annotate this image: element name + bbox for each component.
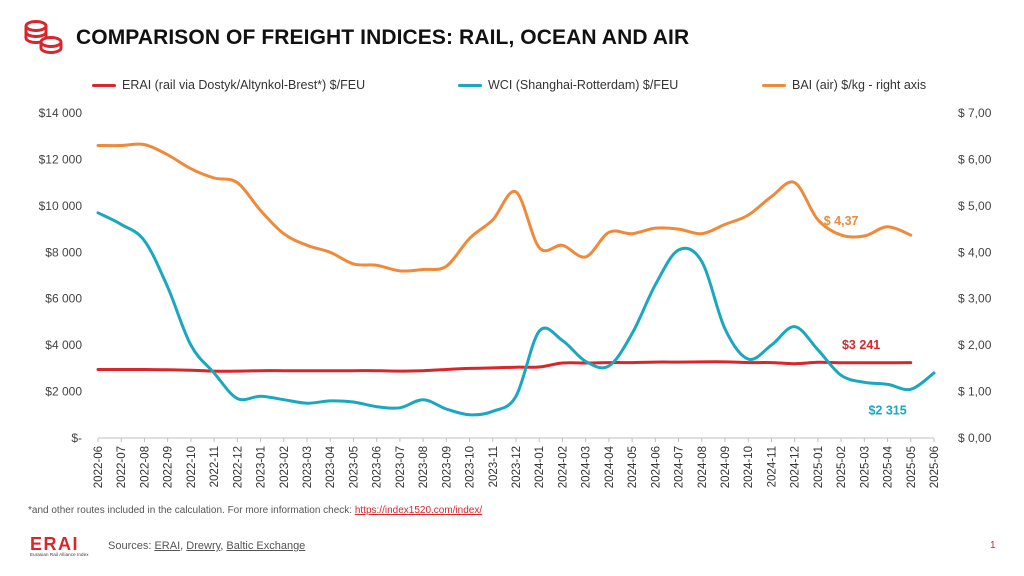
x-axis-tick-label: 2024-05 — [627, 446, 639, 488]
x-axis-tick-label: 2024-07 — [674, 446, 686, 488]
data-label-wci: $2 315 — [868, 403, 906, 417]
x-axis-tick-label: 2023-03 — [302, 446, 314, 488]
legend-item-bai: BAI (air) $/kg - right axis — [762, 78, 926, 92]
x-axis-tick-label: 2024-06 — [650, 446, 662, 488]
footnote-link[interactable]: https://index1520.com/index/ — [354, 505, 483, 516]
x-axis-tick-label: 2022-06 — [93, 446, 105, 488]
x-axis-tick-label: 2024-04 — [604, 445, 616, 488]
left-axis-tick-label: $2 000 — [45, 385, 82, 399]
legend-label-bai: BAI (air) $/kg - right axis — [792, 78, 927, 92]
left-axis-tick-label: $6 000 — [45, 292, 82, 306]
x-axis-tick-label: 2025-05 — [906, 446, 918, 488]
coins-icon — [24, 20, 63, 54]
right-axis-tick-label: $ 5,00 — [958, 199, 992, 213]
x-axis-tick-label: 2022-08 — [139, 446, 151, 488]
right-axis-tick-label: $ 1,00 — [958, 385, 992, 399]
right-axis-tick-label: $ 6,00 — [958, 152, 992, 166]
footnote-text: *and other routes included in the calcul… — [28, 505, 355, 516]
x-axis-tick-label: 2022-10 — [186, 446, 198, 488]
source-baltic-exchange[interactable]: Baltic Exchange — [226, 540, 306, 552]
source-drewry[interactable]: Drewry — [186, 540, 221, 552]
right-axis-tick-label: $ 7,00 — [958, 106, 992, 120]
left-axis-tick-label: $14 000 — [39, 106, 83, 120]
source-erai[interactable]: ERAI — [154, 540, 181, 552]
left-axis-tick-label: $10 000 — [39, 199, 83, 213]
right-axis-tick-label: $ 4,00 — [958, 245, 992, 259]
x-axis-tick-label: 2025-03 — [859, 446, 871, 488]
x-axis-tick-label: 2023-05 — [348, 446, 360, 488]
x-axis-tick-label: 2023-08 — [418, 446, 430, 488]
right-axis-tick-label: $ 0,00 — [958, 431, 992, 445]
x-axis-tick-label: 2022-11 — [209, 446, 221, 487]
left-axis-tick-label: $12 000 — [39, 152, 83, 166]
data-label-bai: $ 4,37 — [824, 214, 859, 228]
x-axis-tick-label: 2023-09 — [441, 446, 453, 488]
legend-swatch-wci — [458, 83, 482, 87]
series-line-wci — [96, 211, 936, 417]
left-axis-tick-label: $- — [71, 431, 82, 445]
page-number: 1 — [990, 540, 996, 551]
right-axis-tick-label: $ 3,00 — [958, 292, 992, 306]
series-line-bai — [96, 142, 913, 273]
logo-wordmark: ERAI — [30, 534, 80, 554]
x-axis-tick-label: 2023-06 — [372, 446, 384, 488]
x-axis-tick-label: 2022-12 — [232, 446, 244, 488]
x-axis-tick-label: 2024-02 — [557, 446, 569, 488]
x-axis-tick-label: 2023-10 — [465, 446, 477, 488]
x-axis-tick-label: 2024-10 — [743, 446, 755, 488]
footnote: *and other routes included in the calcul… — [28, 505, 482, 516]
x-axis-tick-label: 2025-06 — [929, 446, 941, 488]
x-axis-tick-label: 2024-08 — [697, 446, 709, 488]
x-axis-tick-label: 2023-01 — [256, 446, 268, 488]
title-row: COMPARISON OF FREIGHT INDICES: RAIL, OCE… — [22, 18, 689, 58]
series-line-erai — [96, 360, 913, 373]
x-axis-tick-label: 2024-01 — [534, 446, 546, 488]
x-axis-tick-label: 2023-12 — [511, 446, 523, 488]
legend-item-erai: ERAI (rail via Dostyk/Altynkol-Brest*) $… — [92, 78, 365, 92]
x-axis-tick-label: 2022-07 — [116, 446, 128, 488]
x-axis-tick-label: 2024-03 — [581, 446, 593, 488]
x-axis-tick-label: 2025-02 — [836, 446, 848, 488]
legend-item-wci: WCI (Shanghai-Rotterdam) $/FEU — [458, 78, 678, 92]
chart-title: COMPARISON OF FREIGHT INDICES: RAIL, OCE… — [76, 26, 690, 49]
sources: Sources: ERAI, Drewry, Baltic Exchange — [108, 540, 306, 552]
legend-label-wci: WCI (Shanghai-Rotterdam) $/FEU — [488, 78, 679, 92]
left-axis-tick-label: $8 000 — [45, 245, 82, 259]
data-label-erai: $3 241 — [842, 338, 880, 352]
legend-label-erai: ERAI (rail via Dostyk/Altynkol-Brest*) $… — [122, 78, 366, 92]
logo-subtitle: Eurasian Rail Alliance Index — [30, 552, 89, 557]
legend-swatch-erai — [92, 83, 116, 87]
left-axis-tick-label: $4 000 — [45, 338, 82, 352]
x-axis-tick-label: 2023-11 — [488, 446, 500, 487]
chart-legend: ERAI (rail via Dostyk/Altynkol-Brest*) $… — [0, 78, 1024, 96]
x-axis-tick-label: 2023-02 — [279, 446, 291, 488]
x-axis-tick-label: 2025-01 — [813, 446, 825, 488]
x-axis-tick-label: 2023-04 — [325, 445, 337, 488]
x-axis-tick-label: 2024-09 — [720, 446, 732, 488]
x-axis-tick-label: 2022-09 — [163, 446, 175, 488]
x-axis-tick-label: 2023-07 — [395, 446, 407, 488]
erai-logo: ERAI Eurasian Rail Alliance Index — [30, 534, 89, 557]
x-axis-tick-label: 2025-04 — [883, 445, 895, 488]
x-axis-tick-label: 2024-12 — [790, 446, 802, 488]
right-axis-tick-label: $ 2,00 — [958, 338, 992, 352]
legend-swatch-bai — [762, 83, 786, 87]
x-axis-tick-label: 2024-11 — [766, 446, 778, 487]
sources-label: Sources: — [108, 540, 155, 552]
